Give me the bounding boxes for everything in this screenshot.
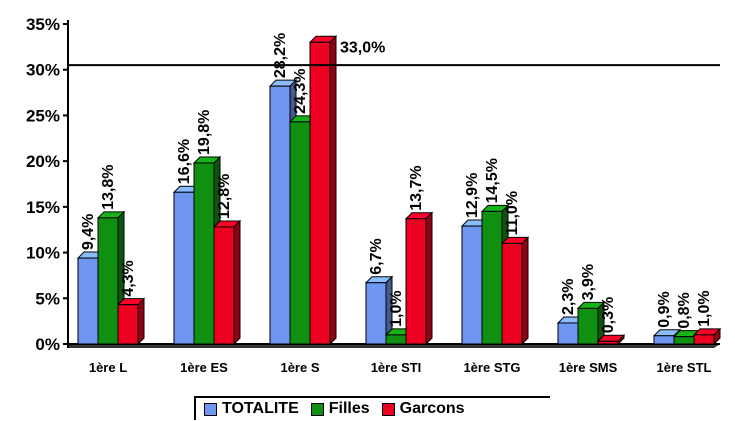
category-label: 1ère ES <box>180 360 228 375</box>
bar-garcons-7 <box>692 327 722 346</box>
bar-garcons-2 <box>212 219 242 346</box>
bar-side-face <box>233 219 241 346</box>
bar-garcons-1 <box>116 297 146 346</box>
data-label: 6,7% <box>368 238 385 274</box>
bar-front-face <box>117 304 139 345</box>
bar-front-face <box>693 334 715 345</box>
bar-front-face <box>461 225 483 345</box>
bar-front-face <box>557 322 579 345</box>
bar-side-face <box>521 236 529 346</box>
bar-totalite-4 <box>364 275 394 346</box>
data-label: 3,9% <box>580 264 597 300</box>
legend-label: Garcons <box>399 400 465 417</box>
bar-front-face <box>269 85 291 345</box>
data-label: 11,0% <box>504 191 521 235</box>
bar-front-face <box>653 335 675 345</box>
y-tick-label: 5% <box>35 289 60 308</box>
data-label: 13,8% <box>100 164 117 209</box>
legend-label: Filles <box>328 400 370 417</box>
data-label: 19,8% <box>196 110 213 155</box>
bar-front-face <box>97 217 119 345</box>
data-label: 2,3% <box>560 279 577 315</box>
category-label: 1ère STI <box>371 360 422 375</box>
bar-front-face <box>309 41 331 345</box>
data-label: 0,3% <box>600 297 617 333</box>
category-label: 1ère L <box>89 360 127 375</box>
bar-side-face <box>329 35 337 346</box>
data-label: 24,3% <box>292 68 309 113</box>
data-label: 16,6% <box>176 139 193 184</box>
legend: TOTALITE Filles Garcons <box>194 396 550 420</box>
bar-garcons-5 <box>500 236 530 346</box>
data-label: 12,9% <box>464 173 481 218</box>
y-tick-label: 30% <box>26 61 60 80</box>
bar-front-face <box>385 334 407 345</box>
category-labels: 1ère L 1ère ES 1ère S 1ère STI 1ère STG 1ère … <box>89 360 712 375</box>
category-label: 1ère S <box>280 360 319 375</box>
bar-front-face <box>673 336 695 345</box>
data-label: 28,2% <box>272 33 289 78</box>
category-label: 1ère SMS <box>559 360 618 375</box>
bar-garcons-3 <box>308 35 338 346</box>
legend-item-totalite: TOTALITE <box>204 400 299 418</box>
bar-front-face <box>597 340 619 345</box>
y-tick-label: 25% <box>26 106 60 125</box>
bar-front-face <box>173 191 195 345</box>
y-tick-label: 20% <box>26 152 60 171</box>
bar-front-face <box>405 218 427 345</box>
bar-garcons-6 <box>596 334 626 346</box>
legend-label: TOTALITE <box>222 400 299 417</box>
data-label: 33,0% <box>340 39 385 56</box>
y-tick-label: 15% <box>26 198 60 217</box>
bar-side-face <box>425 211 433 346</box>
bar-front-face <box>501 242 523 345</box>
bar-front-face <box>481 210 503 345</box>
data-label: 9,4% <box>80 214 97 250</box>
legend-item-garcons: Garcons <box>381 400 465 418</box>
y-axis: 0% 5% 10% 15% 20% 25% 30% 35% <box>26 15 69 354</box>
y-tick-label: 10% <box>26 244 60 263</box>
data-label: 13,7% <box>408 165 425 210</box>
data-label: 0,9% <box>656 291 673 327</box>
bar-front-face <box>213 226 235 345</box>
legend-swatch <box>204 402 217 416</box>
data-label: 4,3% <box>120 260 137 296</box>
data-label: 1,0% <box>388 290 405 326</box>
data-label: 12,8% <box>216 174 233 219</box>
bar-front-face <box>365 282 387 345</box>
data-label: 0,8% <box>676 292 693 328</box>
chart-floor <box>68 343 720 348</box>
y-tick-label: 35% <box>26 15 60 34</box>
bar-garcons-4 <box>404 211 434 346</box>
bars-group <box>76 35 722 346</box>
data-label: 1,0% <box>696 290 713 326</box>
bar-front-face <box>77 257 99 345</box>
legend-swatch <box>381 402 395 416</box>
legend-swatch <box>310 402 324 416</box>
bar-front-face <box>193 162 215 345</box>
category-label: 1ère STL <box>657 360 712 375</box>
bar-front-face <box>289 121 311 345</box>
y-tick-label: 0% <box>35 335 60 354</box>
data-label: 14,5% <box>484 158 501 203</box>
category-label: 1ère STG <box>463 360 520 375</box>
bar-side-face <box>137 297 145 346</box>
legend-item-filles: Filles <box>310 400 370 418</box>
data-labels: 9,4%13,8% 4,3% 16,6%19,8% 12,8% 28,2%24,3% 33… <box>80 33 713 333</box>
bar-front-face <box>577 307 599 345</box>
